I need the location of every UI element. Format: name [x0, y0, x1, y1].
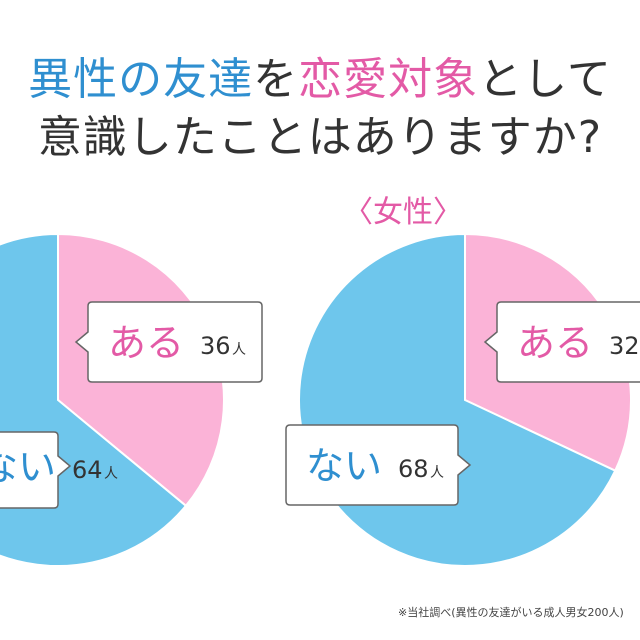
callout-box — [483, 301, 640, 383]
slice-unit: 人 — [232, 342, 246, 358]
slice-unit: 人 — [104, 466, 118, 482]
slice-unit: 人 — [430, 465, 444, 481]
callout-box — [74, 301, 263, 383]
title-part-1: 異性の友達 — [28, 54, 254, 105]
slice-label: ある — [108, 321, 184, 365]
slice-value: 36 — [200, 332, 231, 360]
pie-chart-left: ある36人ない64人 — [0, 232, 263, 567]
title-line-2: 意識したことはありますか? — [37, 112, 603, 163]
title-line-1: 異性の友達を恋愛対象として — [0, 52, 640, 108]
callout-yes: ある32人 — [483, 301, 640, 383]
callout-box — [0, 431, 72, 509]
footnote: ※当社調べ(異性の友達がいる成人男女200人) — [398, 606, 624, 619]
slice-label: ない — [306, 444, 382, 488]
title-part-2: を — [253, 54, 299, 105]
pie-chart-right: 〈女性〉ある 32 人ない 68人 — [285, 195, 640, 567]
slice-label: ない — [0, 445, 56, 489]
callout-no: ない 64人 — [0, 431, 118, 509]
slice-value: 32 — [609, 332, 640, 360]
slice-value: 68 — [398, 455, 429, 483]
title-part-3: 恋愛対象 — [298, 54, 479, 105]
callout-yes: ある 36 人 — [74, 301, 263, 383]
callout-no: ない 68 人 — [285, 424, 472, 506]
slice-label: ある — [517, 321, 593, 365]
pie-group-title: 〈女性〉 — [343, 195, 463, 230]
slice-value: 64 — [72, 456, 103, 484]
callout-box — [285, 424, 472, 506]
title-part-4: として — [478, 54, 612, 105]
